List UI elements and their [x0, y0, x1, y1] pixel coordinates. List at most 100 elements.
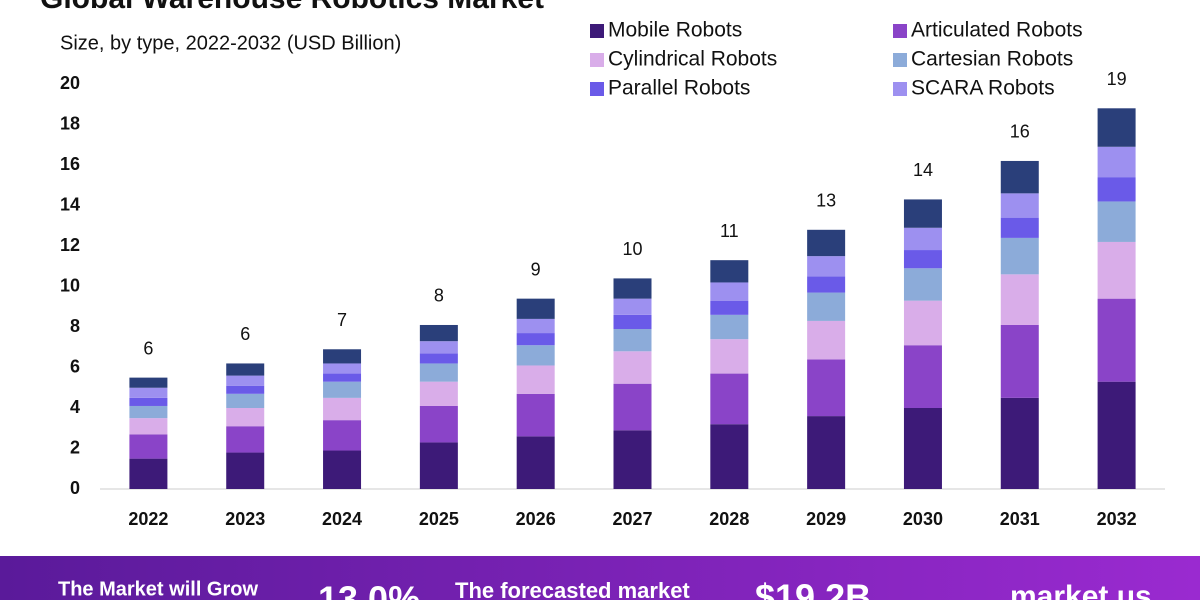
- bar-segment: [323, 450, 362, 489]
- bar-segment: [226, 408, 265, 427]
- bar-segment: [516, 333, 555, 346]
- bar-segment: [323, 381, 362, 398]
- x-tick-label: 2030: [903, 509, 943, 529]
- banner-cagr: 13.0%: [318, 579, 420, 600]
- bar-segment: [129, 387, 168, 398]
- x-tick-label: 2025: [419, 509, 459, 529]
- bar-segment: [226, 426, 265, 453]
- bar-segment: [1097, 146, 1136, 178]
- banner-text: The forecasted market: [455, 578, 690, 600]
- bar-segment: [1097, 177, 1136, 202]
- legend-label: Cartesian Robots: [911, 48, 1073, 71]
- chart-title: Global Warehouse Robotics Market: [40, 0, 544, 15]
- x-tick-label: 2023: [225, 509, 265, 529]
- total-label: 6: [143, 338, 153, 358]
- bar-segment: [419, 405, 458, 443]
- bar-segment: [613, 314, 652, 330]
- bar-segment: [129, 397, 168, 406]
- x-tick-label: 2031: [1000, 509, 1040, 529]
- bar-segment: [129, 418, 168, 435]
- bar-segment: [807, 292, 846, 321]
- y-tick-label: 14: [60, 194, 80, 214]
- total-label: 9: [531, 259, 541, 279]
- bar-segment: [419, 442, 458, 489]
- x-tick-label: 2032: [1097, 509, 1137, 529]
- total-label: 19: [1107, 69, 1127, 89]
- legend-swatch: [893, 24, 907, 38]
- bar-segment: [226, 393, 265, 408]
- bar-segment: [613, 351, 652, 384]
- bar-segment: [613, 383, 652, 431]
- bar-segment: [613, 329, 652, 352]
- bar-segment: [1097, 381, 1136, 489]
- bar-segment: [323, 397, 362, 421]
- chart-subtitle: Size, by type, 2022-2032 (USD Billion): [60, 32, 401, 54]
- bar-segment: [419, 324, 458, 342]
- legend-swatch: [893, 53, 907, 67]
- bar-segment: [1000, 193, 1039, 218]
- total-label: 14: [913, 160, 933, 180]
- bar-segment: [807, 229, 846, 257]
- bar-segment: [1000, 324, 1039, 398]
- y-tick-label: 0: [70, 478, 80, 498]
- bar-segment: [419, 363, 458, 382]
- y-tick-label: 4: [70, 397, 80, 417]
- y-tick-label: 2: [70, 437, 80, 457]
- brand: market.us: [1010, 580, 1152, 600]
- x-tick-label: 2028: [709, 509, 749, 529]
- bar-segment: [419, 341, 458, 354]
- bar-segment: [807, 256, 846, 277]
- bar-segment: [129, 458, 168, 489]
- bar-segment: [323, 363, 362, 374]
- legend-label: Mobile Robots: [608, 19, 742, 42]
- bar-segment: [1000, 274, 1039, 325]
- bar-segment: [710, 339, 749, 374]
- legend-swatch: [590, 24, 604, 38]
- bar-segment: [807, 416, 846, 489]
- total-label: 13: [816, 191, 836, 211]
- bar-segment: [807, 276, 846, 293]
- bar-segment: [323, 420, 362, 451]
- bar-segment: [516, 436, 555, 489]
- bar-segment: [516, 298, 555, 319]
- bar-segment: [807, 359, 846, 417]
- bar-segment: [129, 377, 168, 388]
- bar-segment: [1000, 237, 1039, 275]
- bar-segment: [903, 250, 942, 269]
- bar-segment: [516, 318, 555, 334]
- bar-segment: [516, 393, 555, 437]
- bar-segment: [613, 298, 652, 315]
- bar-segment: [903, 408, 942, 489]
- legend-label: Cylindrical Robots: [608, 48, 777, 71]
- bar-segment: [710, 373, 749, 425]
- x-tick-label: 2024: [322, 509, 362, 529]
- bar-segment: [226, 452, 265, 489]
- y-tick-label: 10: [60, 275, 80, 295]
- y-tick-label: 12: [60, 235, 80, 255]
- bar-segment: [129, 434, 168, 459]
- bar-segment: [1097, 108, 1136, 147]
- bar-segment: [1000, 160, 1039, 194]
- bar-segment: [710, 314, 749, 340]
- bar-segment: [710, 300, 749, 315]
- bar-segment: [903, 345, 942, 408]
- legend-label: SCARA Robots: [911, 77, 1055, 100]
- bar-segment: [1000, 397, 1039, 489]
- bar-segment: [903, 199, 942, 228]
- bar-segment: [903, 268, 942, 301]
- bar-segment: [613, 430, 652, 489]
- bar-segment: [613, 278, 652, 299]
- y-tick-label: 6: [70, 356, 80, 376]
- bar-segment: [1097, 298, 1136, 382]
- total-label: 6: [240, 324, 250, 344]
- bar-segment: [419, 353, 458, 364]
- y-tick-label: 8: [70, 316, 80, 336]
- bar-segment: [323, 349, 362, 364]
- bar-segment: [226, 363, 265, 376]
- bar-segment: [903, 300, 942, 346]
- banner: [0, 556, 1200, 600]
- total-label: 10: [622, 239, 642, 259]
- x-tick-label: 2026: [516, 509, 556, 529]
- bar-segment: [710, 424, 749, 489]
